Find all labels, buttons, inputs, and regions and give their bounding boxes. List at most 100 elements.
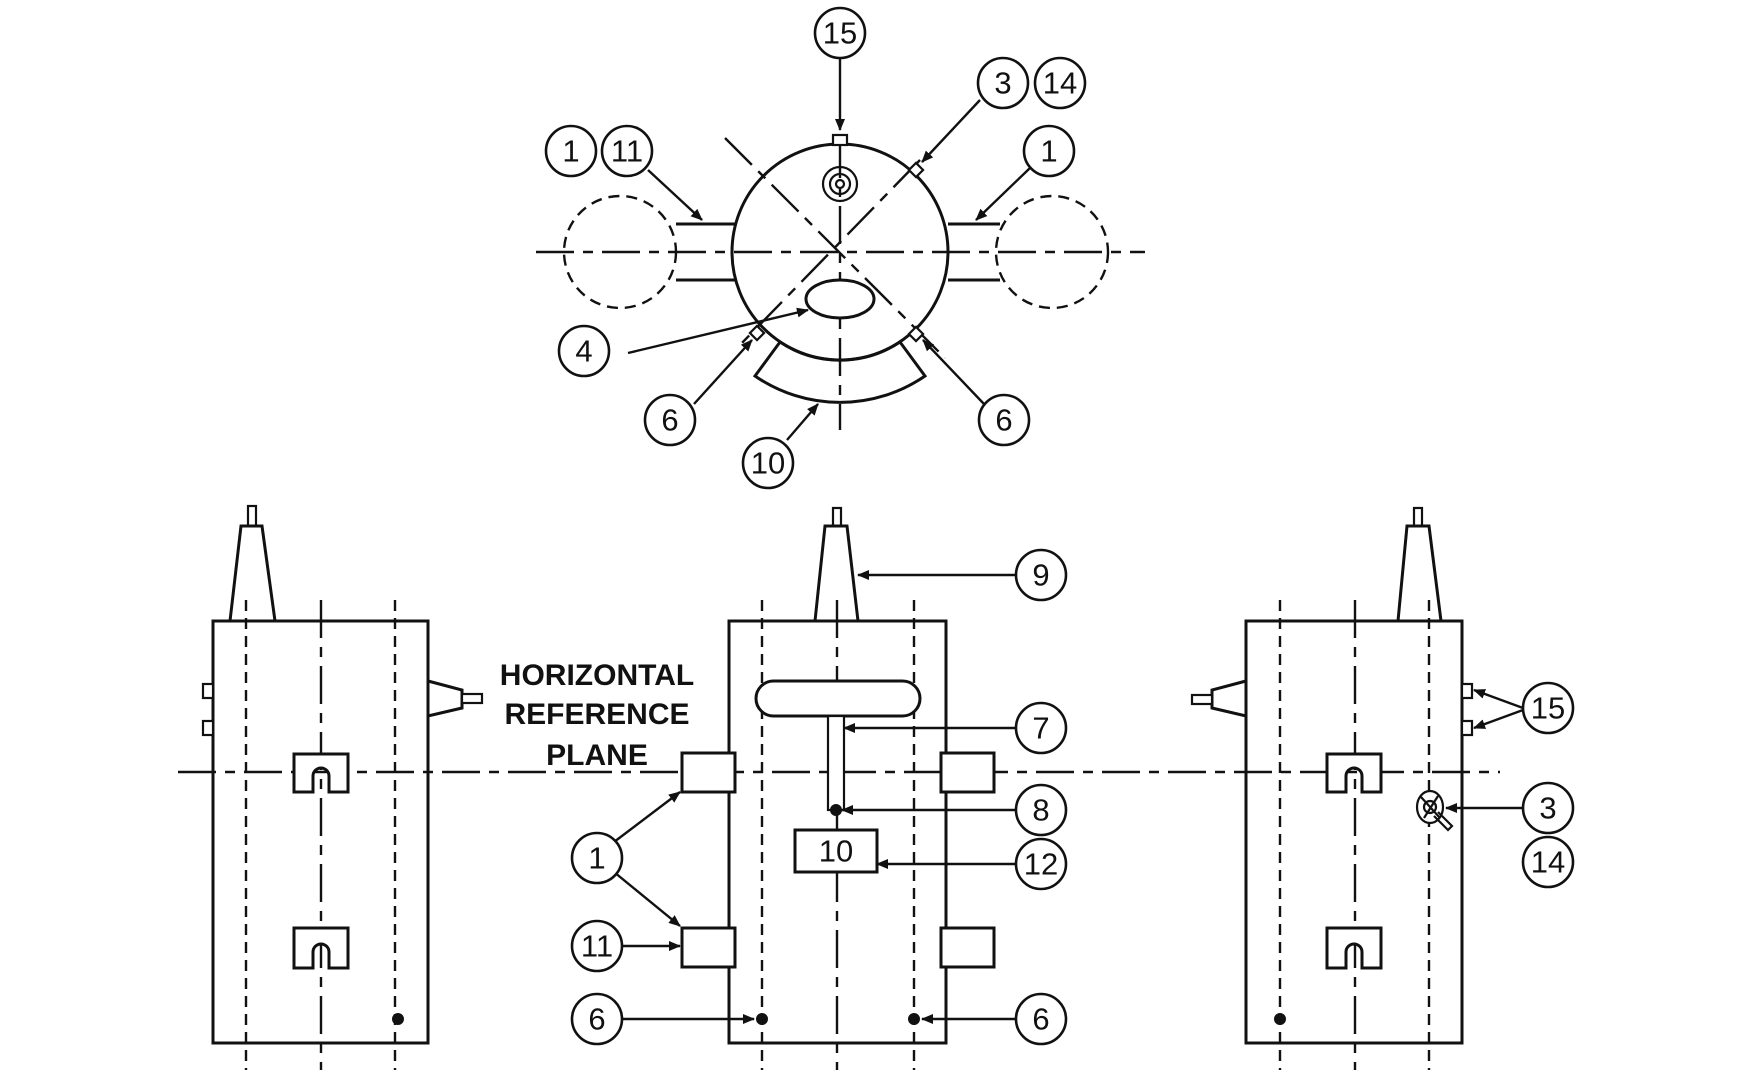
right-view-port-upper <box>1460 682 1474 700</box>
leader-front-1-lower <box>613 871 681 927</box>
plan-port-inner-ring <box>834 178 846 190</box>
right-view-fitting <box>1415 789 1454 832</box>
left-view-port-lower <box>201 719 215 737</box>
front-view-box <box>793 828 879 874</box>
right-view-upper-lug <box>1325 752 1383 794</box>
callout-plan-1-right: 1 <box>1022 124 1076 178</box>
front-view-dot-left <box>756 1013 768 1025</box>
callout-front-6-right: 6 <box>1014 992 1068 1046</box>
front-view-nozzle-right-upper <box>939 751 996 794</box>
front-view-cone-tip <box>831 506 843 528</box>
leader-plan-3-14 <box>921 99 981 163</box>
leader-plan-4 <box>627 307 809 355</box>
right-dashed-circle <box>994 194 1110 310</box>
svg-text:6: 6 <box>1032 1002 1049 1037</box>
reference-plane-label: HORIZONTAL REFERENCE PLANE <box>500 659 694 772</box>
plan-fitting-bottom-right <box>907 325 925 343</box>
svg-text:6: 6 <box>661 403 678 438</box>
leader-plan-1-right <box>975 167 1031 221</box>
svg-text:11: 11 <box>611 134 643 169</box>
svg-text:12: 12 <box>1024 847 1058 882</box>
front-view-probe <box>826 714 846 812</box>
svg-text:3: 3 <box>994 66 1011 101</box>
left-view-side-nozzle <box>426 679 464 718</box>
svg-text:9: 9 <box>1032 558 1049 593</box>
front-view-nozzle-left-upper <box>680 751 737 794</box>
callout-front-11: 11 <box>570 919 624 973</box>
left-view-upper-lug <box>292 752 350 794</box>
callout-front-6-left: 6 <box>570 992 624 1046</box>
left-nozzle-stub <box>676 222 735 282</box>
svg-text:REFERENCE: REFERENCE <box>504 698 689 731</box>
left-view-dot <box>392 1013 404 1025</box>
leader-right-15-lower <box>1473 708 1524 730</box>
callout-plan-3: 3 <box>976 56 1030 110</box>
right-view-side-nozzle-tip <box>1190 693 1214 706</box>
front-view-box-label: 10 <box>819 834 853 869</box>
right-view-cone-tip <box>1412 506 1424 528</box>
callout-front-12: 12 <box>1014 837 1068 891</box>
svg-text:14: 14 <box>1043 66 1077 101</box>
left-view-lower-lug <box>292 926 350 970</box>
front-view-nozzle-left-lower <box>680 926 737 969</box>
plan-view: 15 3 14 1 11 1 4 6 6 10 <box>536 6 1145 490</box>
callout-front-1: 1 <box>570 831 624 885</box>
plan-fitting-top-right <box>907 161 925 179</box>
callout-front-9: 9 <box>1014 548 1068 602</box>
callout-plan-6-right: 6 <box>977 393 1031 447</box>
leader-plan-6-right <box>922 339 985 405</box>
leader-plan-6-left <box>693 339 753 405</box>
svg-text:7: 7 <box>1032 711 1049 746</box>
front-elevation-view: 10 9 7 8 12 1 11 6 6 <box>570 506 1068 1070</box>
svg-text:1: 1 <box>562 134 579 169</box>
callout-front-7: 7 <box>1014 701 1068 755</box>
leader-front-1-upper <box>613 791 681 843</box>
svg-text:8: 8 <box>1032 793 1049 828</box>
left-view-port-upper <box>201 682 215 700</box>
callout-right-3: 3 <box>1521 781 1575 835</box>
right-view-lower-lug <box>1325 926 1383 970</box>
right-nozzle-stub <box>948 222 1000 282</box>
svg-text:1: 1 <box>1040 134 1057 169</box>
right-view-port-lower <box>1460 719 1474 737</box>
svg-text:4: 4 <box>575 334 592 369</box>
svg-text:10: 10 <box>751 446 785 481</box>
right-view-cone <box>1396 524 1443 622</box>
svg-text:15: 15 <box>1531 691 1565 726</box>
svg-text:HORIZONTAL: HORIZONTAL <box>500 659 694 692</box>
left-view-cone-tip <box>246 504 258 528</box>
plan-port-outer-ring <box>821 165 859 203</box>
svg-text:1: 1 <box>588 841 605 876</box>
plan-port-middle-ring <box>828 172 852 196</box>
svg-text:PLANE: PLANE <box>546 739 648 772</box>
callout-plan-14: 14 <box>1033 56 1087 110</box>
bottom-arc-segment <box>752 339 928 404</box>
svg-text:3: 3 <box>1539 791 1556 826</box>
callout-front-8: 8 <box>1014 783 1068 837</box>
front-view-nozzle-right-lower <box>939 926 996 969</box>
callout-right-15: 15 <box>1521 681 1575 735</box>
svg-text:14: 14 <box>1531 845 1565 880</box>
right-view-side-nozzle <box>1210 679 1248 718</box>
plan-fitting-bottom-left <box>748 324 766 342</box>
leader-right-15-upper <box>1473 688 1524 710</box>
right-view-dot <box>1274 1013 1286 1025</box>
left-elevation-view <box>201 504 484 1070</box>
callout-plan-1-left: 1 <box>544 124 598 178</box>
leader-plan-10 <box>786 403 819 441</box>
callout-plan-10: 10 <box>741 436 795 490</box>
callout-plan-6-left: 6 <box>643 393 697 447</box>
plan-ellipse-port <box>804 278 876 320</box>
callout-plan-4: 4 <box>557 324 611 378</box>
front-view-probe-tip <box>830 804 842 816</box>
left-view-side-nozzle-tip <box>460 692 484 705</box>
svg-text:11: 11 <box>581 929 613 964</box>
plan-top-port <box>831 133 849 147</box>
plan-diagonal-centerline-b <box>739 159 921 346</box>
left-view-cone <box>228 524 277 622</box>
front-view-dot-right <box>908 1013 920 1025</box>
svg-text:6: 6 <box>588 1002 605 1037</box>
svg-text:15: 15 <box>823 16 857 51</box>
callout-plan-11: 11 <box>600 124 654 178</box>
